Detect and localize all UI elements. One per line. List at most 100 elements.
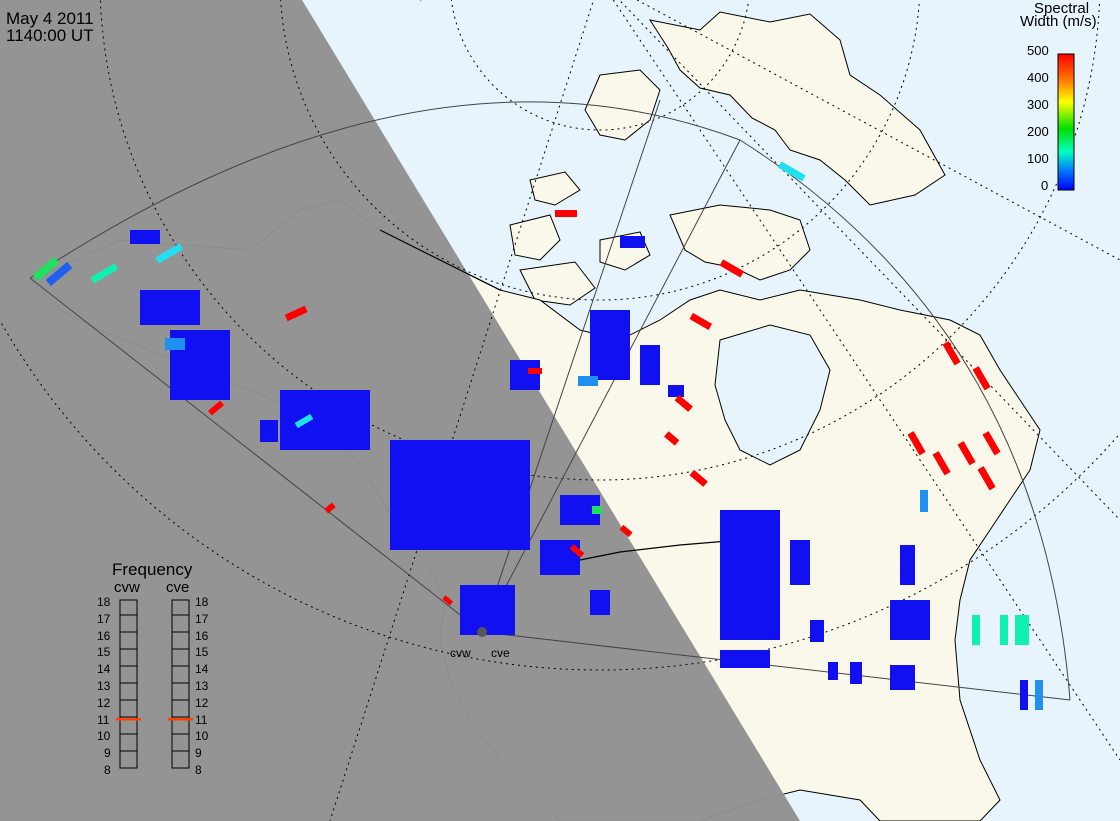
- colorbar-title-line1: Spectral: [1034, 0, 1090, 17]
- echo-patch-4: [790, 540, 810, 585]
- echo-red-2: [719, 259, 744, 278]
- colorbar-tick: 500: [1027, 43, 1049, 58]
- colorbar-tick: 200: [1027, 124, 1049, 139]
- echo-patch-19: [640, 345, 660, 385]
- night-shading: [0, 0, 800, 821]
- echo-cyan-3: [294, 413, 314, 429]
- greenland: [648, 11, 946, 206]
- freq-tick-right: 15: [195, 645, 209, 659]
- echo-cluster-core: [390, 440, 530, 550]
- echo-red-18: [619, 524, 633, 538]
- radar-site-marker: [477, 627, 487, 637]
- echo-patch-3: [720, 650, 770, 668]
- freq-tick-right: 9: [195, 746, 202, 760]
- echo-patch-17: [620, 236, 645, 248]
- echo-red-3: [689, 312, 713, 330]
- scatter-blue: [130, 230, 1028, 710]
- freq-tick-right: 11: [195, 713, 208, 727]
- frequency-title: Frequency: [112, 560, 193, 579]
- echo-patch-10: [900, 545, 915, 585]
- date-label: May 4 2011: [6, 9, 94, 28]
- echo-red-7: [907, 431, 926, 456]
- arctic-island-1: [509, 214, 561, 261]
- arctic-island-2: [529, 171, 581, 206]
- meter-gridlines: [120, 614, 189, 752]
- freq-tick-left: 9: [104, 746, 111, 760]
- time-label: 1140:00 UT: [6, 26, 94, 45]
- freq-tick-left: 12: [97, 696, 111, 710]
- echo-cluster-south: [460, 585, 515, 635]
- cve-frequency-meter: [171, 599, 190, 769]
- echo-green-1: [32, 256, 60, 282]
- echo-patch-15: [590, 590, 610, 615]
- us-canada-border: [579, 539, 741, 561]
- echo-red-13: [674, 394, 693, 412]
- freq-tick-right: 13: [195, 679, 209, 693]
- echo-aqua-4: [1015, 615, 1029, 645]
- freq-tick-right: 14: [195, 662, 209, 676]
- lat-circle-80: [450, 0, 750, 131]
- echo-patch-20: [668, 385, 684, 397]
- echo-red-17: [569, 544, 585, 558]
- echo-red-16: [207, 400, 225, 416]
- echo-red-14: [664, 431, 680, 446]
- freq-tick-left: 16: [97, 629, 111, 643]
- ellesmere-island: [584, 69, 661, 141]
- echo-red-10: [982, 431, 1001, 456]
- echo-patch-13: [510, 360, 540, 390]
- echo-red-5: [942, 341, 961, 366]
- echo-patch-9: [810, 620, 824, 642]
- freq-tick-right: 10: [195, 729, 209, 743]
- freq-tick-left: 18: [97, 595, 111, 609]
- freq-tick-right: 8: [195, 763, 202, 777]
- echo-patch-1: [590, 310, 630, 380]
- echo-lightblue-1: [920, 490, 928, 512]
- echo-red-19: [528, 368, 542, 374]
- freq-tick-left: 15: [97, 645, 111, 659]
- hudson-bay: [714, 324, 831, 466]
- echo-patch-2: [720, 510, 780, 640]
- echo-red-8: [932, 451, 951, 476]
- echo-red-15: [324, 502, 336, 514]
- echo-cyan-1: [777, 161, 806, 182]
- alaska-border: [379, 229, 501, 291]
- echo-red-12: [689, 469, 708, 487]
- echo-red-4: [284, 305, 308, 322]
- fov-right-edge: [481, 631, 1071, 701]
- cvw-frequency-meter: [119, 599, 138, 769]
- colorbar-tick: 0: [1041, 178, 1049, 193]
- echo-patch-18: [260, 420, 278, 442]
- radar-label-cve: cve: [491, 646, 510, 660]
- frequency-cve-label: cve: [166, 579, 190, 596]
- echo-lightblue-5: [45, 261, 73, 287]
- baffin-island: [669, 204, 811, 281]
- freq-tick-left: 10: [97, 729, 111, 743]
- echo-cyan-2: [155, 243, 184, 264]
- radar-fov: [29, 99, 1071, 701]
- echo-red-20: [442, 595, 454, 606]
- colorbar-title-line2: Width (m/s): [1020, 13, 1097, 30]
- echo-red-9: [957, 441, 976, 466]
- meridian-2: [618, 0, 1120, 521]
- echo-lightblue-3: [165, 338, 185, 350]
- colorbar-tick: 300: [1027, 97, 1049, 112]
- colorbar-tick: 100: [1027, 151, 1049, 166]
- echo-aqua-3: [1000, 615, 1008, 645]
- freq-tick-left: 8: [104, 763, 111, 777]
- freq-tick-right: 18: [195, 595, 209, 609]
- echo-lightblue-4: [578, 376, 598, 386]
- meridian-3: [636, 0, 1120, 261]
- echo-patch-12: [140, 290, 200, 325]
- frequency-cvw-label: cvw: [114, 579, 140, 596]
- meridian-5: [612, 0, 1120, 761]
- freq-tick-right: 16: [195, 629, 209, 643]
- echo-red-11: [977, 466, 996, 491]
- echo-lightblue-2: [1035, 680, 1043, 710]
- echo-red-1: [555, 210, 577, 217]
- colorbar-tick: 400: [1027, 70, 1049, 85]
- echo-aqua-1: [90, 263, 119, 284]
- freq-tick-left: 13: [97, 679, 111, 693]
- echo-red-6: [972, 366, 991, 391]
